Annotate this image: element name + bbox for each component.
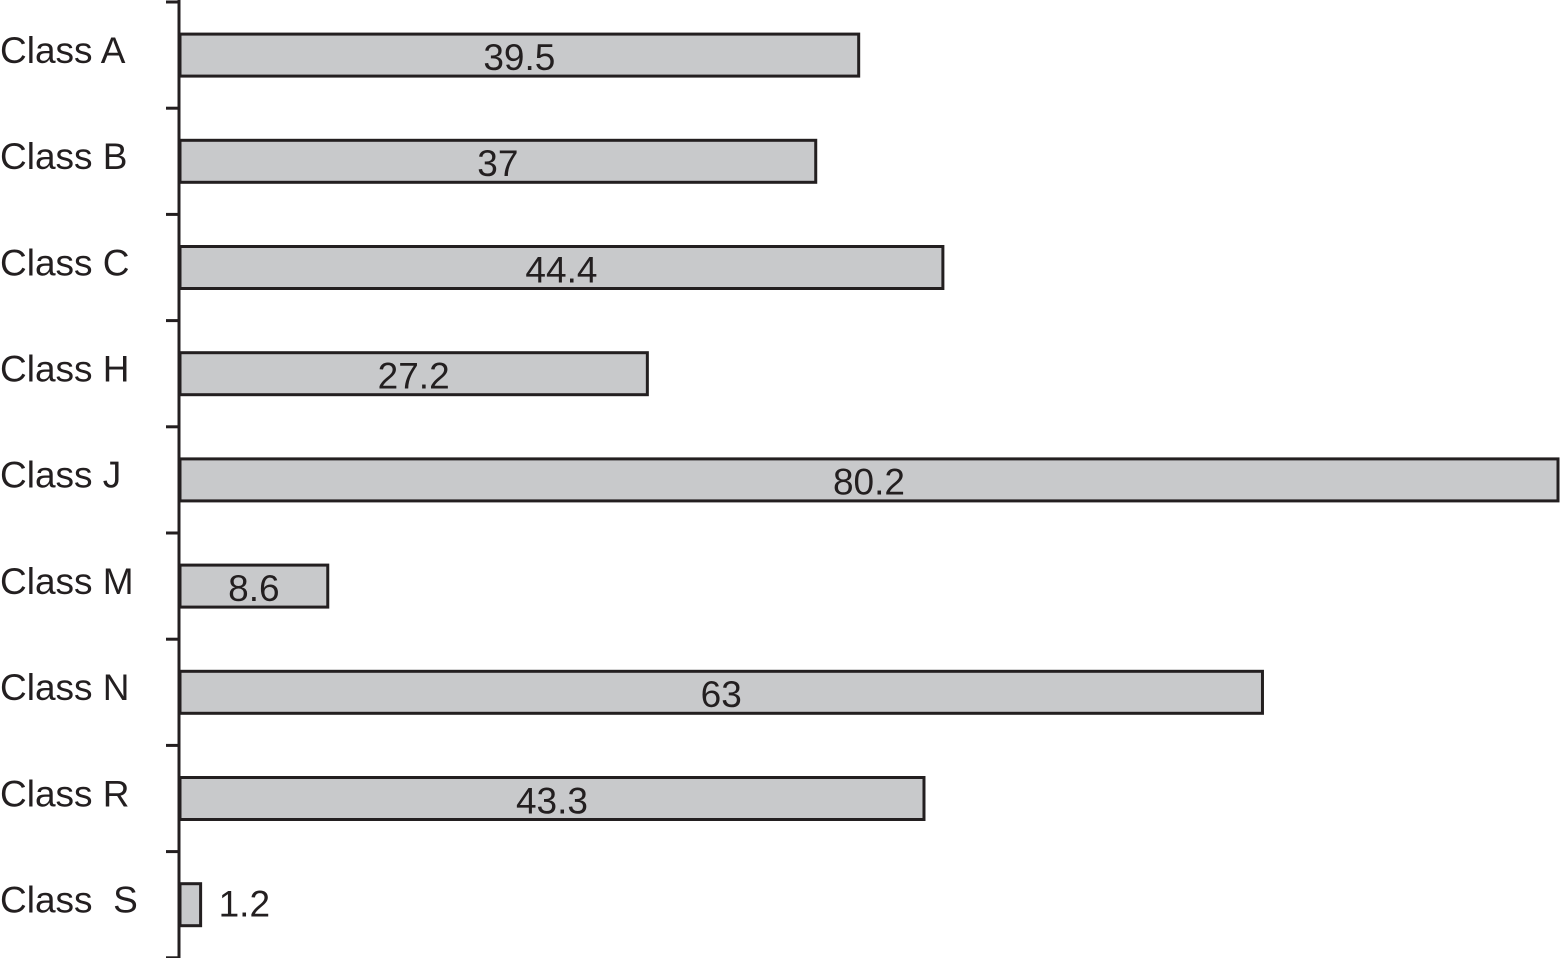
bar <box>178 882 203 928</box>
category-label: Class M <box>0 561 134 602</box>
bar <box>178 32 861 78</box>
category-label: Class J <box>0 455 121 496</box>
category-label: Class R <box>0 773 130 814</box>
value-label: 44.4 <box>525 249 597 290</box>
bar <box>178 669 1264 715</box>
value-label: 63 <box>701 674 742 715</box>
bar <box>178 138 818 184</box>
category-label: Class S <box>0 879 138 920</box>
bar <box>178 563 330 609</box>
bar <box>178 351 649 397</box>
value-label: 1.2 <box>219 883 270 924</box>
category-label: Class N <box>0 667 130 708</box>
value-label: 43.3 <box>516 780 588 821</box>
bar <box>178 776 926 821</box>
value-label: 8.6 <box>228 568 279 609</box>
bar <box>178 457 1560 503</box>
value-label: 27.2 <box>378 355 450 396</box>
category-label: Class A <box>0 30 126 71</box>
category-label: Class B <box>0 136 127 177</box>
bar <box>178 245 945 290</box>
value-label: 80.2 <box>833 462 905 503</box>
category-label: Class H <box>0 348 130 389</box>
category-label: Class C <box>0 242 130 283</box>
value-label: 37 <box>477 143 518 184</box>
value-label: 39.5 <box>483 37 555 78</box>
